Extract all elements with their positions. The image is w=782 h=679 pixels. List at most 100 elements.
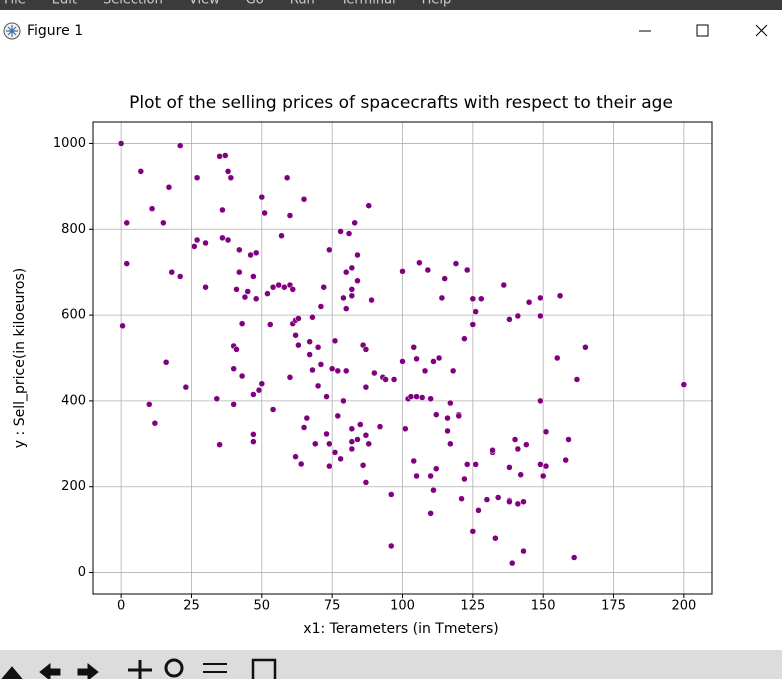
menu-item[interactable]: Go — [246, 0, 264, 8]
close-button[interactable] — [755, 24, 768, 37]
maximize-button[interactable] — [696, 24, 709, 37]
data-point — [337, 455, 344, 463]
data-point — [193, 236, 201, 244]
data-point — [168, 268, 176, 276]
data-point — [483, 496, 491, 503]
data-point — [295, 315, 302, 322]
data-point — [326, 440, 333, 448]
data-point — [306, 338, 313, 345]
data-point — [506, 464, 513, 471]
data-point — [447, 399, 454, 407]
data-point — [342, 268, 350, 276]
x-tick-label: 175 — [601, 599, 626, 614]
data-point — [570, 554, 578, 561]
data-point — [351, 219, 358, 227]
data-point — [494, 494, 502, 501]
data-point — [264, 290, 271, 297]
data-point — [295, 341, 302, 349]
back-button[interactable] — [39, 662, 61, 679]
data-point — [233, 286, 240, 293]
data-point — [514, 500, 522, 508]
data-point — [463, 461, 471, 468]
data-point — [292, 332, 299, 339]
configure-button[interactable] — [203, 663, 227, 673]
data-point — [267, 321, 274, 328]
save-button[interactable] — [251, 658, 277, 679]
data-point — [255, 386, 263, 394]
x-tick-label: 150 — [531, 599, 556, 614]
data-point — [348, 438, 356, 445]
pan-button[interactable] — [128, 660, 152, 679]
menu-item[interactable]: View — [189, 0, 220, 8]
window-title: Figure 1 — [27, 23, 83, 39]
menu-bar — [0, 0, 782, 10]
data-point — [340, 397, 347, 405]
data-point — [390, 376, 398, 383]
data-point — [413, 472, 420, 480]
data-point — [489, 447, 496, 454]
data-point — [300, 424, 308, 431]
x-tick-label: 50 — [254, 599, 271, 614]
data-point — [176, 142, 184, 149]
data-point — [387, 491, 395, 498]
data-point — [334, 367, 342, 375]
x-axis-label: x1: Terameters (in Tmeters) — [303, 621, 498, 637]
data-point — [286, 212, 294, 219]
data-point — [382, 376, 389, 383]
data-point — [219, 234, 226, 242]
data-point — [261, 209, 268, 217]
data-point — [506, 498, 513, 505]
data-point — [416, 259, 423, 266]
data-point — [399, 358, 406, 365]
data-point — [354, 277, 361, 285]
menu-item[interactable]: Help — [422, 0, 452, 8]
zoom-button[interactable] — [164, 658, 184, 678]
data-point — [478, 295, 485, 303]
x-tick-label: 0 — [117, 599, 125, 614]
data-point — [500, 281, 508, 289]
y-tick-label: 800 — [61, 222, 86, 237]
data-point — [435, 354, 443, 362]
forward-button[interactable] — [77, 662, 99, 679]
menu-item[interactable]: Selection — [103, 0, 163, 8]
data-point — [219, 206, 226, 214]
data-point — [517, 471, 524, 478]
data-point — [537, 312, 544, 320]
data-point — [328, 365, 336, 372]
data-point — [438, 294, 446, 302]
data-point — [359, 462, 367, 469]
data-point — [463, 266, 471, 274]
data-point — [303, 414, 311, 422]
data-point — [182, 383, 190, 391]
home-button[interactable] — [1, 666, 23, 679]
data-point — [537, 461, 544, 468]
data-point — [365, 440, 372, 448]
menu-item[interactable]: Edit — [52, 0, 77, 8]
y-tick-label: 200 — [61, 479, 86, 494]
data-point — [348, 286, 356, 293]
data-point — [387, 542, 395, 550]
data-point — [427, 472, 434, 480]
data-point — [117, 140, 125, 147]
data-point — [216, 153, 223, 160]
data-point — [221, 152, 229, 159]
data-point — [289, 286, 297, 293]
menu-item[interactable]: File — [4, 0, 26, 8]
data-point — [525, 298, 533, 306]
data-point — [342, 367, 350, 375]
data-point — [326, 246, 333, 254]
data-point — [342, 305, 350, 312]
data-point — [191, 243, 198, 250]
y-tick-label: 0 — [78, 565, 86, 580]
data-point — [433, 411, 440, 418]
menu-item[interactable]: Run — [290, 0, 315, 8]
y-tick-label: 1000 — [53, 136, 86, 151]
data-point — [292, 453, 299, 460]
data-point — [520, 547, 527, 555]
data-point — [300, 195, 308, 203]
data-point — [323, 430, 330, 438]
data-point — [165, 183, 173, 191]
data-point — [407, 393, 415, 400]
data-point — [447, 440, 454, 448]
menu-item[interactable]: Terminal — [340, 0, 396, 8]
